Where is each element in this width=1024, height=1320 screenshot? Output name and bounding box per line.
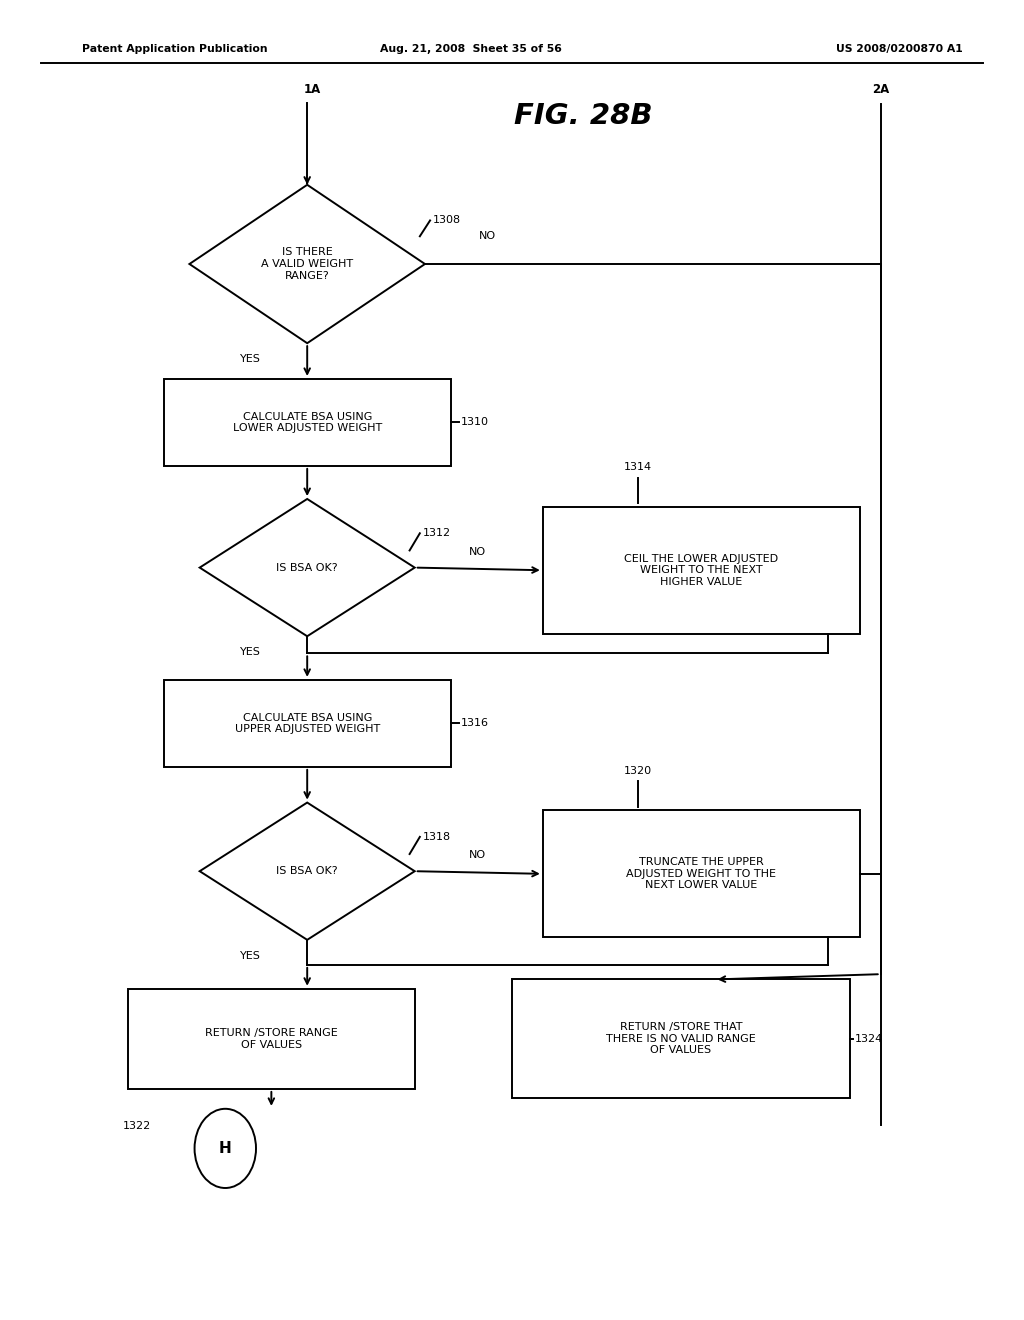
Text: 1314: 1314 xyxy=(624,462,652,473)
Text: NO: NO xyxy=(469,850,486,861)
Text: IS BSA OK?: IS BSA OK? xyxy=(276,866,338,876)
Text: 1324: 1324 xyxy=(855,1034,884,1044)
Text: 1310: 1310 xyxy=(461,417,488,428)
Text: H: H xyxy=(219,1140,231,1156)
Text: IS BSA OK?: IS BSA OK? xyxy=(276,562,338,573)
Text: 1316: 1316 xyxy=(461,718,488,729)
Text: 1322: 1322 xyxy=(123,1121,152,1131)
Polygon shape xyxy=(189,185,425,343)
Text: 1318: 1318 xyxy=(423,832,451,842)
Text: 1A: 1A xyxy=(304,83,321,96)
Bar xyxy=(164,680,451,767)
Text: RETURN /STORE RANGE
OF VALUES: RETURN /STORE RANGE OF VALUES xyxy=(205,1028,338,1049)
Polygon shape xyxy=(200,803,415,940)
Text: Aug. 21, 2008  Sheet 35 of 56: Aug. 21, 2008 Sheet 35 of 56 xyxy=(380,44,562,54)
Text: CEIL THE LOWER ADJUSTED
WEIGHT TO THE NEXT
HIGHER VALUE: CEIL THE LOWER ADJUSTED WEIGHT TO THE NE… xyxy=(625,553,778,587)
Text: YES: YES xyxy=(241,354,261,364)
Bar xyxy=(512,979,850,1098)
Bar xyxy=(543,810,860,937)
Text: CALCULATE BSA USING
LOWER ADJUSTED WEIGHT: CALCULATE BSA USING LOWER ADJUSTED WEIGH… xyxy=(232,412,382,433)
Text: RETURN /STORE THAT
THERE IS NO VALID RANGE
OF VALUES: RETURN /STORE THAT THERE IS NO VALID RAN… xyxy=(606,1022,756,1056)
Text: YES: YES xyxy=(241,950,261,961)
Bar xyxy=(128,989,415,1089)
Bar xyxy=(543,507,860,634)
Text: FIG. 28B: FIG. 28B xyxy=(514,102,653,131)
Polygon shape xyxy=(200,499,415,636)
Text: NO: NO xyxy=(479,231,497,242)
Text: CALCULATE BSA USING
UPPER ADJUSTED WEIGHT: CALCULATE BSA USING UPPER ADJUSTED WEIGH… xyxy=(234,713,380,734)
Text: 1308: 1308 xyxy=(433,215,461,226)
Text: Patent Application Publication: Patent Application Publication xyxy=(82,44,267,54)
Bar xyxy=(164,379,451,466)
Text: IS THERE
A VALID WEIGHT
RANGE?: IS THERE A VALID WEIGHT RANGE? xyxy=(261,247,353,281)
Text: 1312: 1312 xyxy=(423,528,451,539)
Text: TRUNCATE THE UPPER
ADJUSTED WEIGHT TO THE
NEXT LOWER VALUE: TRUNCATE THE UPPER ADJUSTED WEIGHT TO TH… xyxy=(627,857,776,891)
Text: 1320: 1320 xyxy=(624,766,652,776)
Text: 2A: 2A xyxy=(872,83,889,96)
Text: NO: NO xyxy=(469,546,486,557)
Text: US 2008/0200870 A1: US 2008/0200870 A1 xyxy=(836,44,963,54)
Text: YES: YES xyxy=(241,647,261,657)
